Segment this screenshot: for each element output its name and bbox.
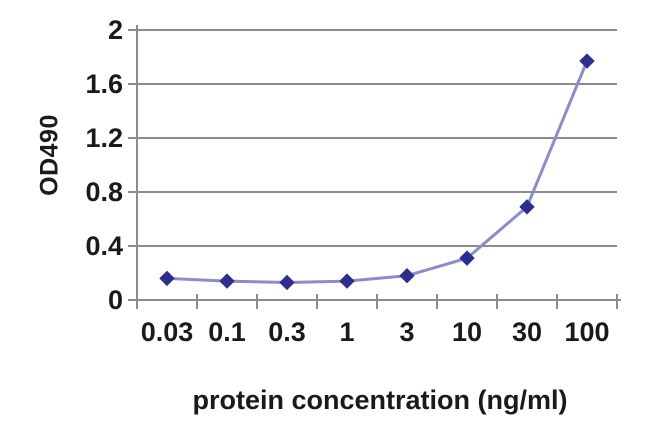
axes — [132, 25, 621, 301]
data-point-marker — [459, 250, 475, 266]
y-tick-label: 0.4 — [85, 231, 123, 261]
data-point-marker — [279, 274, 295, 291]
x-tick-label: 1 — [339, 317, 354, 347]
series-markers — [159, 53, 595, 291]
gridlines — [137, 29, 617, 247]
x-axis-title: protein concentration (ng/ml) — [192, 385, 568, 415]
y-tick-label: 0 — [108, 285, 123, 315]
x-tick-label: 0.1 — [208, 317, 246, 347]
series-line — [165, 59, 589, 284]
y-axis-title: OD490 — [35, 114, 64, 196]
data-point-marker — [579, 53, 595, 69]
data-point-marker — [399, 267, 415, 284]
x-tick-label: 0.3 — [268, 317, 306, 347]
y-tick-label: 0.8 — [85, 177, 123, 207]
x-tick-label: 3 — [399, 317, 414, 347]
y-tick-label: 1.2 — [85, 123, 123, 153]
y-ticks: 0 0.4 0.8 1.2 1.6 2 — [85, 15, 138, 315]
data-point-marker — [339, 273, 355, 289]
x-tick-label: 10 — [452, 317, 482, 347]
y-tick-label: 1.6 — [85, 69, 123, 99]
x-tick-label: 100 — [564, 317, 609, 347]
data-point-marker — [219, 273, 235, 289]
data-point-marker — [159, 270, 175, 287]
y-tick-label: 2 — [108, 15, 123, 45]
x-tick-label: 0.03 — [141, 317, 194, 347]
data-point-marker — [519, 199, 535, 215]
x-ticks: 0.03 0.1 0.3 1 3 10 30 100 — [136, 294, 618, 347]
x-tick-label: 30 — [512, 317, 542, 347]
